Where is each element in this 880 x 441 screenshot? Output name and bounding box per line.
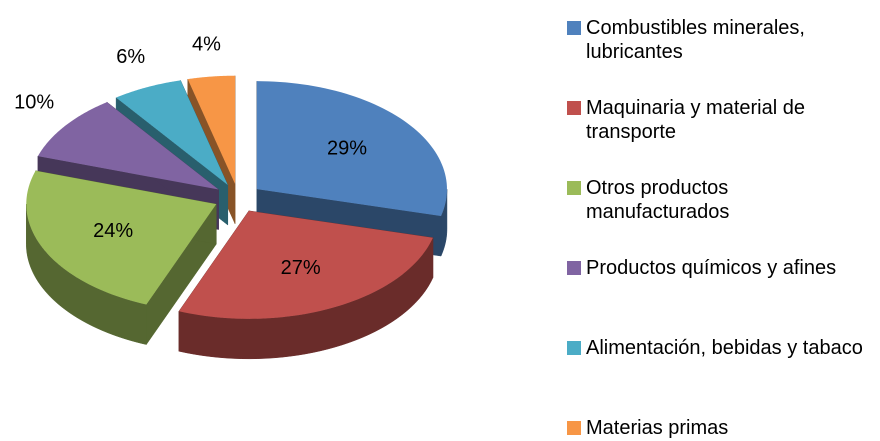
data-label: 27% — [281, 257, 321, 279]
slice-top — [187, 75, 235, 184]
slice-top — [26, 170, 217, 305]
slice — [26, 170, 217, 346]
slice-top — [37, 102, 219, 190]
data-label: 4% — [192, 33, 221, 55]
slice — [178, 210, 434, 360]
slice-side — [440, 189, 448, 257]
legend-label: Productos químicos y afines — [586, 257, 837, 279]
legend-item: Productos químicos y afines — [567, 256, 877, 280]
legend-item: Combustibles minerales, lubricantes — [567, 16, 877, 64]
legend-label: Maquinaria y material de transporte — [586, 97, 805, 143]
legend-label: Alimentación, bebidas y tabaco — [586, 337, 863, 359]
legend-item: Materias primas — [567, 416, 877, 440]
data-label: 10% — [14, 92, 54, 114]
data-label: 24% — [93, 220, 133, 242]
legend-item: Alimentación, bebidas y tabaco — [567, 336, 877, 360]
legend-label: Combustibles minerales, lubricantes — [586, 17, 805, 63]
slice-top — [178, 210, 433, 319]
legend-swatch — [567, 341, 581, 355]
data-label: 6% — [116, 46, 145, 68]
legend-swatch — [567, 101, 581, 115]
data-label: 29% — [327, 138, 367, 160]
legend-label: Materias primas — [586, 417, 729, 439]
legend-swatch — [567, 181, 581, 195]
legend-swatch — [567, 21, 581, 35]
pie-area: 29% 27% 24% 10% 6% 4% — [14, 33, 448, 360]
legend-swatch — [567, 261, 581, 275]
slice-top — [256, 81, 447, 217]
slice-top — [116, 80, 228, 185]
legend-swatch — [567, 421, 581, 435]
legend-item: Otros productos manufacturados — [567, 176, 877, 224]
legend-item: Maquinaria y material de transporte — [567, 96, 877, 144]
legend-label: Otros productos manufacturados — [586, 177, 730, 223]
